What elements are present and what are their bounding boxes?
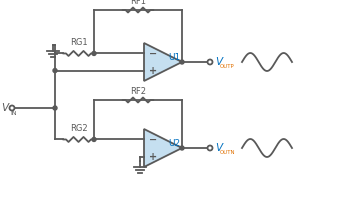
Text: RG1: RG1 — [70, 38, 87, 47]
Circle shape — [208, 146, 213, 151]
Circle shape — [180, 60, 184, 64]
Text: RF1: RF1 — [130, 0, 146, 6]
Text: U2: U2 — [168, 138, 180, 148]
Text: V: V — [215, 143, 222, 153]
Circle shape — [53, 106, 57, 110]
Text: RF2: RF2 — [130, 87, 146, 96]
Text: OUTN: OUTN — [220, 151, 236, 155]
Text: +: + — [149, 66, 157, 76]
Circle shape — [92, 138, 96, 141]
Text: RG2: RG2 — [70, 125, 87, 133]
Polygon shape — [144, 129, 182, 167]
Text: +: + — [149, 151, 157, 162]
Circle shape — [208, 59, 213, 64]
Text: −: − — [149, 134, 157, 144]
Text: −: − — [149, 48, 157, 59]
Circle shape — [92, 51, 96, 55]
Text: V: V — [215, 57, 222, 67]
Circle shape — [53, 69, 57, 72]
Polygon shape — [144, 43, 182, 81]
Text: OUTP: OUTP — [220, 64, 235, 70]
Text: U1: U1 — [168, 52, 180, 61]
Circle shape — [180, 146, 184, 150]
Text: IN: IN — [10, 111, 17, 115]
Text: V: V — [1, 103, 8, 113]
Circle shape — [10, 106, 15, 111]
